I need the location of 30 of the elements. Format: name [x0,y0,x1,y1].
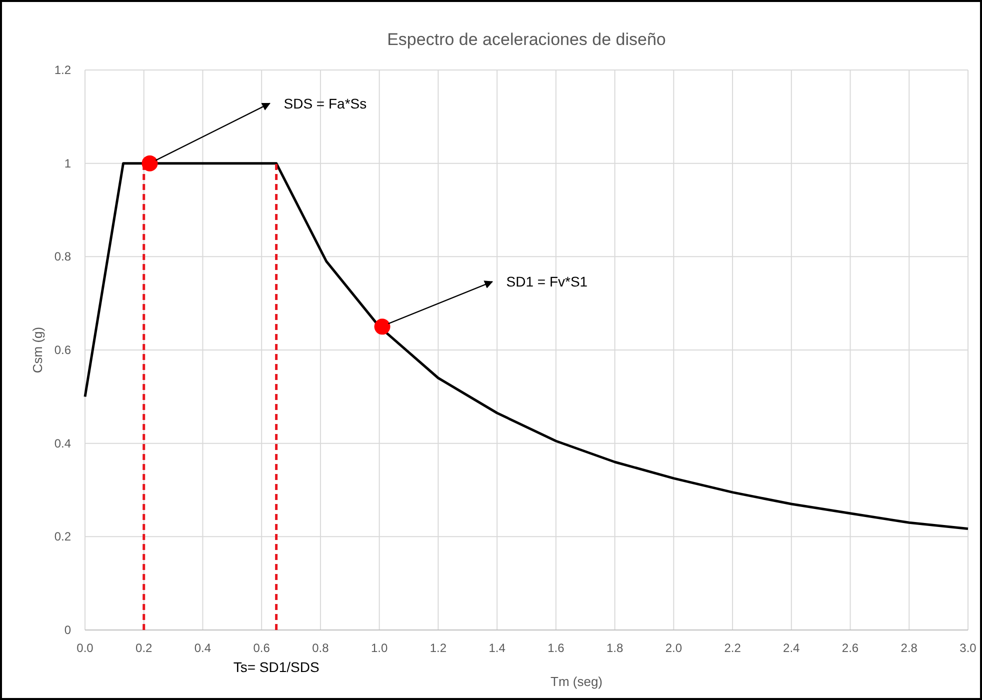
x-tick-label: 1.6 [548,641,565,655]
y-tick-label: 0 [64,623,72,637]
x-tick-label: 2.6 [842,641,859,655]
annotation: Ts= SD1/SDS [233,659,320,675]
x-tick-label: 1.4 [488,641,506,655]
x-tick-label: 0.8 [312,641,330,655]
line-series [84,162,970,530]
y-tick-label: 0.8 [54,250,72,264]
x-tick-label: 0.6 [253,641,270,655]
x-tick-label: 0.2 [136,641,153,655]
y-tick-label: 0.4 [54,436,72,450]
annotation: SDS = Fa*Ss [284,95,367,112]
x-tick-label: 0.0 [76,641,94,655]
y-tick-label: 0.2 [54,530,72,544]
x-tick-label: 2.2 [724,641,742,655]
chart-title: Espectro de aceleraciones de diseño [387,30,666,49]
y-tick-label: 1 [64,156,72,170]
y-axis-title: Csm (g) [30,326,45,374]
x-axis-title: Tm (seg) [550,674,602,689]
x-tick-label: 2.4 [783,641,800,655]
x-tick-label: 1.8 [606,641,624,655]
y-tick-label: 1.2 [54,63,72,77]
x-tick-label: 1.0 [370,641,388,655]
x-tick-label: 1.2 [430,641,447,655]
x-tick-label: 2.8 [900,641,918,655]
annotation: SD1 = Fv*S1 [506,274,588,290]
x-tick-label: 3.0 [960,641,977,655]
x-tick-label: 2.0 [665,641,682,655]
y-tick-label: 0.6 [54,343,72,357]
x-tick-label: 0.4 [194,641,212,655]
